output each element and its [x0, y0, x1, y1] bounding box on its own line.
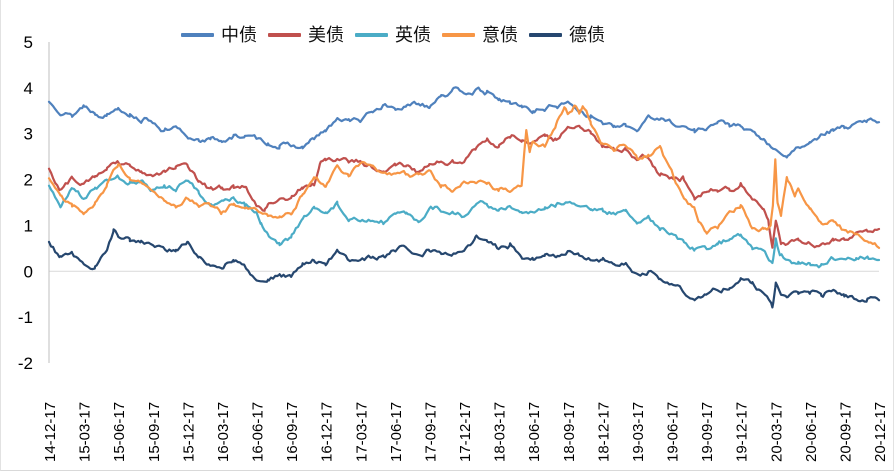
x-axis-tick-label: 20-09-17	[837, 402, 854, 462]
series-line-italy-bond	[47, 104, 881, 249]
legend-item-germany-bond: 德债	[529, 26, 605, 44]
legend-label-china-bond: 中债	[221, 25, 257, 45]
x-axis-tick-label: 15-09-17	[146, 402, 163, 462]
x-axis-tick-label: 18-06-17	[526, 402, 543, 462]
x-axis-tick-label: 16-06-17	[250, 402, 267, 462]
chart-legend: 中债 美债 英债 意债 德债	[181, 26, 605, 44]
x-axis-tick-label: 16-03-17	[215, 402, 232, 462]
x-axis-tick-label: 15-03-17	[77, 402, 94, 462]
series-line-us-bond	[47, 124, 881, 249]
x-axis-tick-label: 18-09-17	[561, 402, 578, 462]
legend-label-us-bond: 美债	[308, 25, 344, 45]
x-axis-tick-label: 17-03-17	[353, 402, 370, 462]
legend-label-germany-bond: 德债	[569, 25, 605, 45]
x-axis-tick-label: 17-12-17	[457, 402, 474, 462]
x-axis-tick-label: 19-09-17	[699, 402, 716, 462]
legend-item-us-bond: 美债	[268, 26, 344, 44]
x-axis-tick-label: 17-09-17	[422, 402, 439, 462]
y-axis-tick-label: 0	[24, 262, 33, 281]
x-axis-tick-label: 20-03-17	[768, 402, 785, 462]
legend-item-italy-bond: 意债	[442, 26, 518, 44]
x-axis-tick-label: 18-12-17	[595, 402, 612, 462]
y-axis-tick-label: 1	[24, 216, 33, 235]
legend-item-uk-bond: 英债	[355, 26, 431, 44]
x-axis-tick-label: 16-09-17	[284, 402, 301, 462]
y-axis-tick-label: 3	[24, 125, 33, 144]
x-axis-tick-label: 19-12-17	[734, 402, 751, 462]
legend-line-swatch-uk-bond	[355, 33, 388, 37]
legend-item-china-bond: 中债	[181, 26, 257, 44]
series-line-china-bond	[47, 86, 881, 159]
y-axis-tick-label: 4	[24, 79, 33, 98]
legend-line-swatch-us-bond	[268, 33, 301, 37]
y-axis-tick-label: 2	[24, 171, 33, 190]
y-axis-tick-label: 5	[24, 33, 33, 52]
x-axis-tick-label: 20-12-17	[872, 402, 889, 462]
x-axis-tick-label: 14-12-17	[42, 402, 59, 462]
x-axis-tick-label: 18-03-17	[492, 402, 509, 462]
legend-label-uk-bond: 英债	[395, 25, 431, 45]
y-axis-tick-label: -1	[18, 308, 33, 327]
x-axis-tick-label: 15-12-17	[180, 402, 197, 462]
y-axis-tick-label: -2	[18, 354, 33, 373]
series-line-germany-bond	[47, 228, 881, 309]
x-axis-tick-label: 17-06-17	[388, 402, 405, 462]
x-axis-tick-label: 16-12-17	[319, 402, 336, 462]
x-axis-tick-label: 19-06-17	[665, 402, 682, 462]
x-axis-tick-label: 15-06-17	[111, 402, 128, 462]
legend-line-swatch-germany-bond	[529, 33, 562, 37]
x-axis-tick-label: 20-06-17	[803, 402, 820, 462]
legend-line-swatch-china-bond	[181, 33, 214, 37]
legend-label-italy-bond: 意债	[482, 25, 518, 45]
legend-line-swatch-italy-bond	[442, 33, 475, 37]
series-line-uk-bond	[47, 174, 881, 269]
x-axis-tick-label: 19-03-17	[630, 402, 647, 462]
